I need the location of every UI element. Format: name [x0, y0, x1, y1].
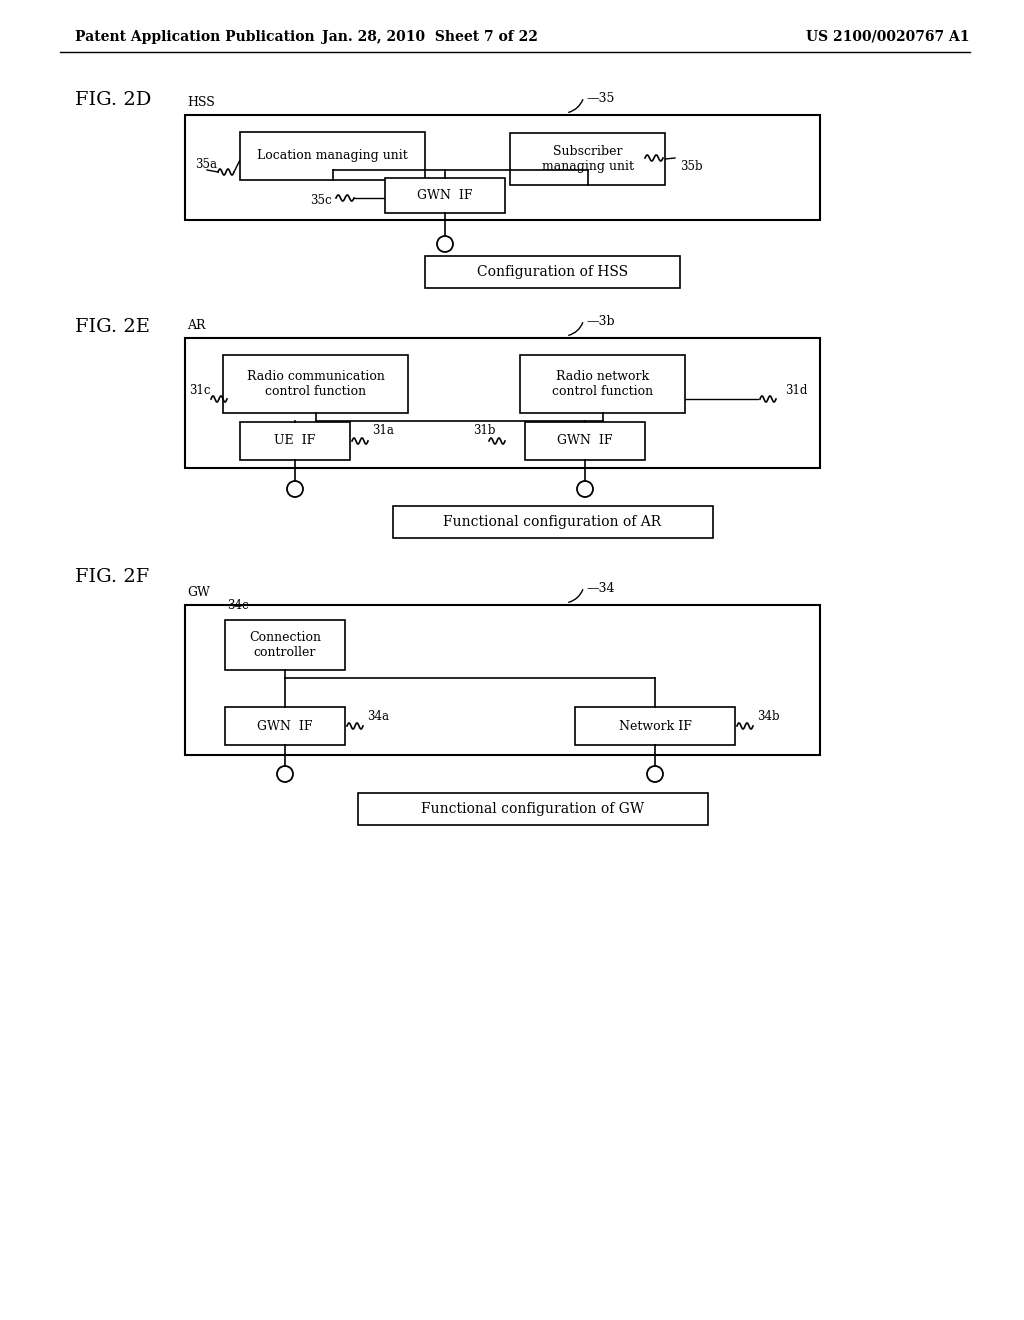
Text: Network IF: Network IF [618, 719, 691, 733]
Text: —34: —34 [587, 582, 615, 595]
Text: Radio communication
control function: Radio communication control function [247, 370, 384, 399]
Text: 31d: 31d [785, 384, 807, 397]
Text: 34a: 34a [367, 710, 389, 722]
Text: FIG. 2F: FIG. 2F [75, 568, 150, 586]
Bar [240, 132, 425, 180]
Text: 31a: 31a [372, 425, 394, 437]
Text: HSS: HSS [187, 96, 215, 110]
Text: Connection
controller: Connection controller [249, 631, 321, 659]
Text: GWN  IF: GWN IF [417, 189, 473, 202]
Text: FIG. 2E: FIG. 2E [75, 318, 150, 337]
Bar [357, 793, 708, 825]
Bar [392, 506, 713, 539]
Text: 31c: 31c [189, 384, 211, 397]
Text: GWN  IF: GWN IF [557, 434, 612, 447]
Bar [575, 708, 735, 744]
Text: 35a: 35a [195, 158, 217, 172]
Text: Functional configuration of GW: Functional configuration of GW [421, 803, 644, 816]
Bar [425, 256, 680, 288]
Text: Radio network
control function: Radio network control function [552, 370, 653, 399]
Text: Patent Application Publication: Patent Application Publication [75, 30, 314, 44]
Text: GW: GW [187, 586, 210, 599]
Text: AR: AR [187, 319, 206, 333]
Bar [240, 422, 350, 459]
Text: —3b: —3b [587, 315, 615, 327]
Text: GWN  IF: GWN IF [257, 719, 312, 733]
Bar [510, 133, 665, 185]
Text: Functional configuration of AR: Functional configuration of AR [443, 515, 662, 529]
Text: UE  IF: UE IF [274, 434, 315, 447]
Bar [185, 338, 820, 469]
Bar [525, 422, 645, 459]
Bar [385, 178, 505, 213]
Text: 34c: 34c [227, 599, 249, 612]
Text: —35: —35 [587, 92, 615, 106]
Text: Location managing unit: Location managing unit [257, 149, 408, 162]
Bar [225, 620, 345, 671]
Bar [185, 605, 820, 755]
Bar [225, 708, 345, 744]
Bar [520, 355, 685, 413]
Text: Subscriber
managing unit: Subscriber managing unit [542, 145, 634, 173]
Text: Jan. 28, 2010  Sheet 7 of 22: Jan. 28, 2010 Sheet 7 of 22 [323, 30, 538, 44]
Text: 35b: 35b [680, 161, 702, 173]
Text: 34b: 34b [757, 710, 779, 722]
Text: FIG. 2D: FIG. 2D [75, 91, 152, 110]
Text: 35c: 35c [310, 194, 332, 206]
Bar [223, 355, 408, 413]
Text: Configuration of HSS: Configuration of HSS [477, 265, 628, 279]
Text: 31b: 31b [473, 425, 496, 437]
Text: US 2100/0020767 A1: US 2100/0020767 A1 [807, 30, 970, 44]
Bar [185, 115, 820, 220]
